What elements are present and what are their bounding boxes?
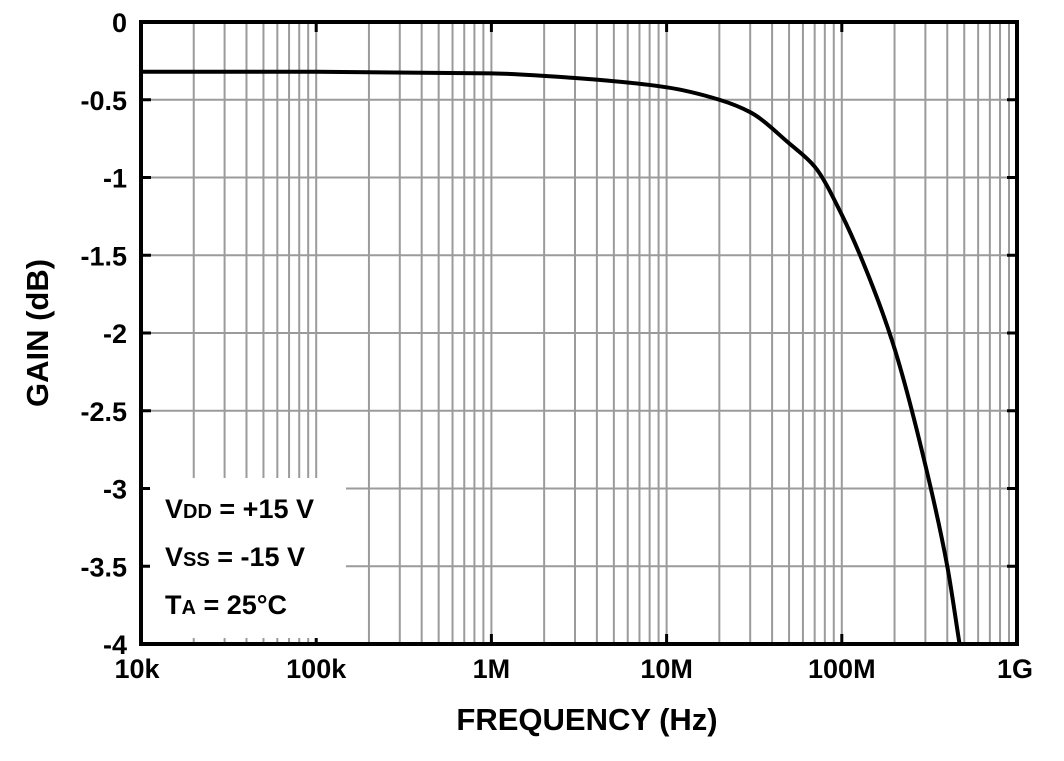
plot-frame: [139, 20, 1019, 646]
x-tick-label: 100M: [808, 654, 876, 684]
y-tick-label: -1: [103, 164, 127, 194]
conditions-annotation: VDD = +15 V VSS = -15 V TA = 25°C: [150, 478, 346, 638]
y-tick-label: -2.5: [80, 397, 127, 427]
annotation-line: VSS = -15 V: [165, 542, 305, 572]
y-axis-label: GAIN (dB): [20, 259, 55, 407]
y-tick-label: -3: [103, 475, 127, 505]
x-tick-label: 10k: [114, 654, 160, 684]
y-tick-label: -3.5: [80, 552, 127, 582]
x-tick-label: 1M: [473, 654, 511, 684]
y-tick-labels: 0 -0.5 -1 -1.5 -2 -2.5 -3 -3.5 -4: [80, 8, 127, 660]
y-tick-label: -1.5: [80, 241, 127, 271]
x-tick-label: 1G: [997, 654, 1033, 684]
x-tick-label: 100k: [286, 654, 347, 684]
gain-series-line: [141, 69, 962, 645]
y-tick-label: -2: [103, 319, 127, 349]
x-axis-label: FREQUENCY (Hz): [456, 702, 717, 737]
x-tick-label: 10M: [640, 654, 693, 684]
y-tick-label: -0.5: [80, 86, 127, 116]
grid: [141, 22, 1017, 644]
y-tick-label: -4: [103, 630, 127, 660]
annotation-line: VDD = +15 V: [165, 494, 314, 524]
annotation-background: [150, 478, 346, 638]
x-tick-labels: 10k 100k 1M 10M 100M 1G: [114, 654, 1033, 684]
y-tick-label: 0: [112, 8, 127, 38]
annotation-line: TA = 25°C: [165, 590, 287, 620]
